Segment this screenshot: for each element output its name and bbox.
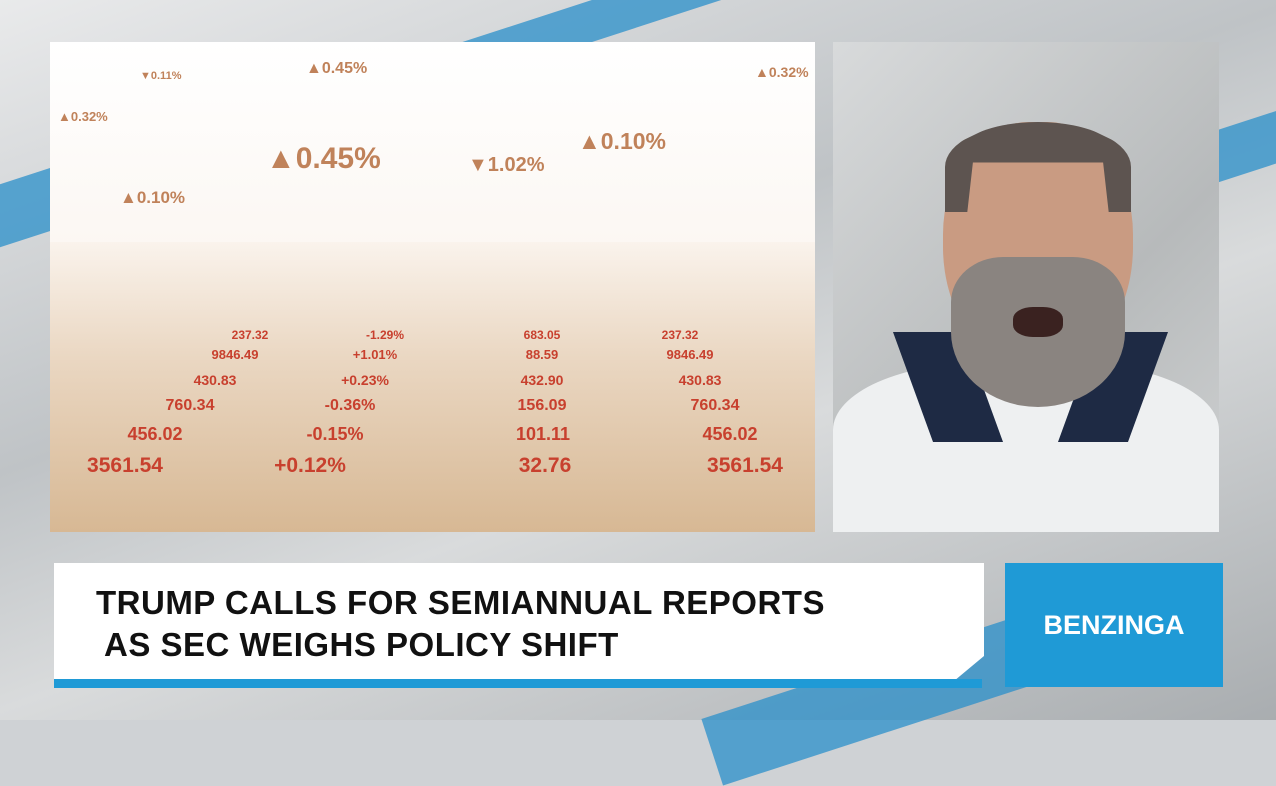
ticker-cell: -0.36% — [324, 397, 376, 414]
percent-label: ▲0.32% — [755, 64, 809, 80]
ticker-cell: 432.90 — [520, 372, 564, 388]
benzinga-logo: BENZINGA — [1005, 563, 1223, 687]
lower-third-banner — [54, 563, 984, 687]
ticker-cell: 760.34 — [690, 397, 740, 414]
percent-label: ▲0.45% — [266, 142, 381, 175]
headline: TRUMP CALLS FOR SEMIANNUAL REPORTS AS SE… — [96, 582, 825, 666]
presenter-video — [833, 42, 1219, 532]
lower-third-accent-bar — [54, 679, 982, 688]
ticker-cell: 237.32 — [661, 328, 699, 342]
percent-label: ▲0.10% — [120, 188, 186, 207]
percent-label: ▼0.11% — [140, 70, 182, 82]
ticker-cell: 430.83 — [193, 372, 237, 388]
ticker-cell: 430.83 — [678, 372, 722, 388]
stock-market-image: ▼0.11% ▲0.45% ▲0.32% ▲0.32% ▲0.45% ▼1.02… — [50, 42, 815, 532]
percent-label: ▼1.02% — [468, 154, 545, 176]
ticker-cell: 683.05 — [523, 328, 561, 342]
ticker-cell: 760.34 — [165, 397, 215, 414]
ticker-cell: 456.02 — [702, 424, 758, 444]
ticker-cell: +1.01% — [352, 347, 398, 362]
ticker-cell: 3561.54 — [707, 454, 783, 477]
headline-line-2: AS SEC WEIGHS POLICY SHIFT — [104, 626, 619, 663]
ticker-cell: -0.15% — [306, 424, 364, 444]
brand-text: BENZINGA — [1043, 609, 1185, 640]
percent-label: ▲0.45% — [306, 60, 368, 77]
ticker-cell: 32.76 — [518, 454, 572, 477]
headline-line-1: TRUMP CALLS FOR SEMIANNUAL REPORTS — [96, 584, 825, 621]
ticker-cell: 88.59 — [525, 347, 559, 362]
ticker-cell: 9846.49 — [666, 347, 714, 362]
ticker-cell: 101.11 — [515, 424, 571, 444]
ticker-cell: 456.02 — [127, 424, 183, 444]
ticker-cell: +0.12% — [274, 454, 346, 477]
percent-label: ▲0.32% — [58, 109, 108, 124]
ticker-cell: 3561.54 — [87, 454, 163, 477]
ticker-cell: 156.09 — [517, 397, 567, 414]
ticker-cell: 9846.49 — [211, 347, 259, 362]
ticker-cell: 237.32 — [231, 328, 269, 342]
ticker-cell: -1.29% — [365, 328, 405, 342]
presenter-mouth — [1013, 307, 1063, 337]
ticker-cell: +0.23% — [341, 372, 389, 388]
percent-label: ▲0.10% — [578, 128, 666, 154]
